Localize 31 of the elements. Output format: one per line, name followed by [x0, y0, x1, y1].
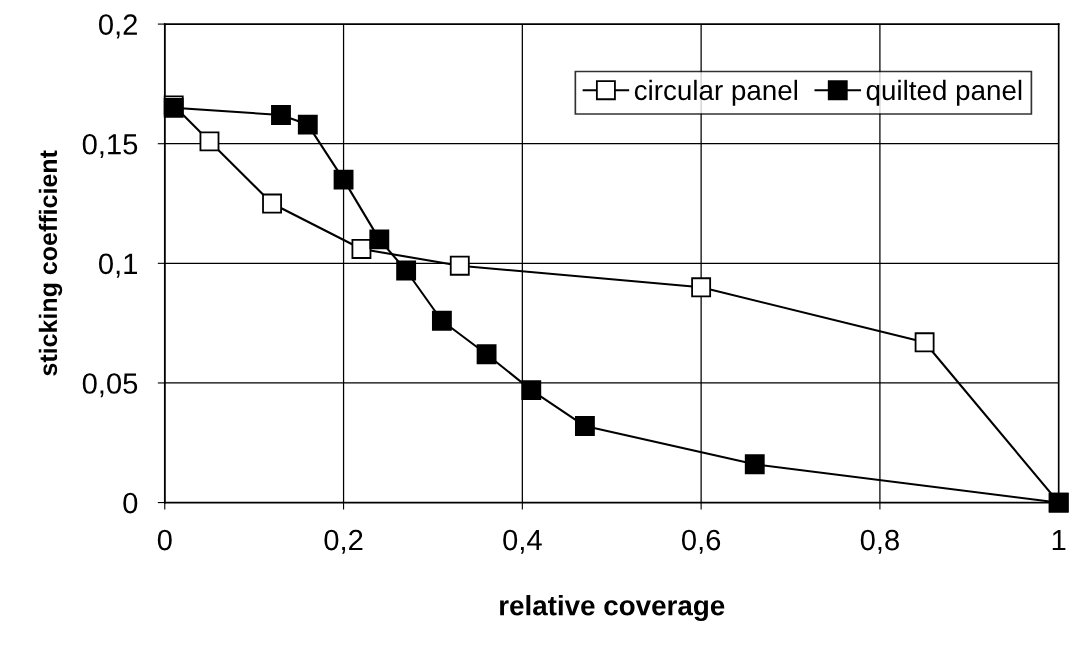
point — [199, 131, 220, 152]
x-tick-label: 0,2 — [324, 529, 363, 554]
point — [744, 454, 765, 475]
x-tick-label: 0 — [157, 529, 172, 551]
y-axis-title: sticking coefficient — [38, 150, 63, 376]
x-tick-label: 1 — [1052, 530, 1066, 551]
point — [297, 114, 318, 135]
y-tick-label: 0 — [123, 492, 138, 514]
point — [449, 255, 470, 276]
point — [369, 229, 390, 250]
y-tick-label: 0,15 — [82, 133, 138, 159]
point — [333, 169, 354, 190]
point — [521, 380, 542, 401]
x-tick-label: 0,4 — [503, 529, 542, 554]
point — [271, 105, 291, 125]
point — [431, 310, 452, 331]
x-axis-title: relative coverage — [500, 595, 725, 622]
point — [396, 260, 417, 281]
legend-label: circular panel — [634, 79, 798, 106]
point — [351, 239, 372, 259]
point — [914, 332, 935, 353]
legend-label: quilted panel — [866, 79, 1022, 106]
x-tick-label: 0,8 — [860, 529, 899, 554]
point — [262, 193, 282, 214]
point — [574, 416, 595, 436]
point — [476, 344, 497, 365]
y-tick-label: 0,1 — [98, 253, 137, 278]
y-tick-label: 0,05 — [82, 373, 138, 398]
y-tick-label: 0,2 — [98, 14, 137, 39]
x-tick-label: 0,6 — [682, 529, 721, 554]
point — [691, 277, 712, 298]
